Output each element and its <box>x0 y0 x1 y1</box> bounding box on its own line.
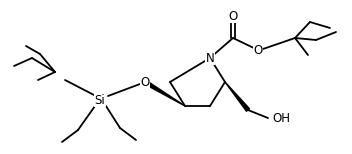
Polygon shape <box>225 82 250 111</box>
Text: Si: Si <box>95 93 105 107</box>
Polygon shape <box>144 80 185 106</box>
Text: OH: OH <box>272 111 290 124</box>
Text: O: O <box>253 43 263 57</box>
Text: O: O <box>140 75 150 89</box>
Text: O: O <box>228 10 238 22</box>
Text: N: N <box>206 51 214 65</box>
